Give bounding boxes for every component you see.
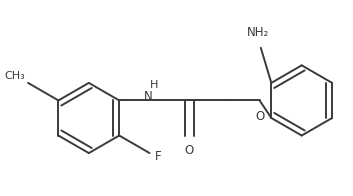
Text: H: H <box>150 80 158 90</box>
Text: O: O <box>185 144 194 157</box>
Text: O: O <box>255 110 264 123</box>
Text: N: N <box>144 90 153 103</box>
Text: F: F <box>155 151 161 163</box>
Text: CH₃: CH₃ <box>5 71 26 81</box>
Text: NH₂: NH₂ <box>247 26 269 39</box>
